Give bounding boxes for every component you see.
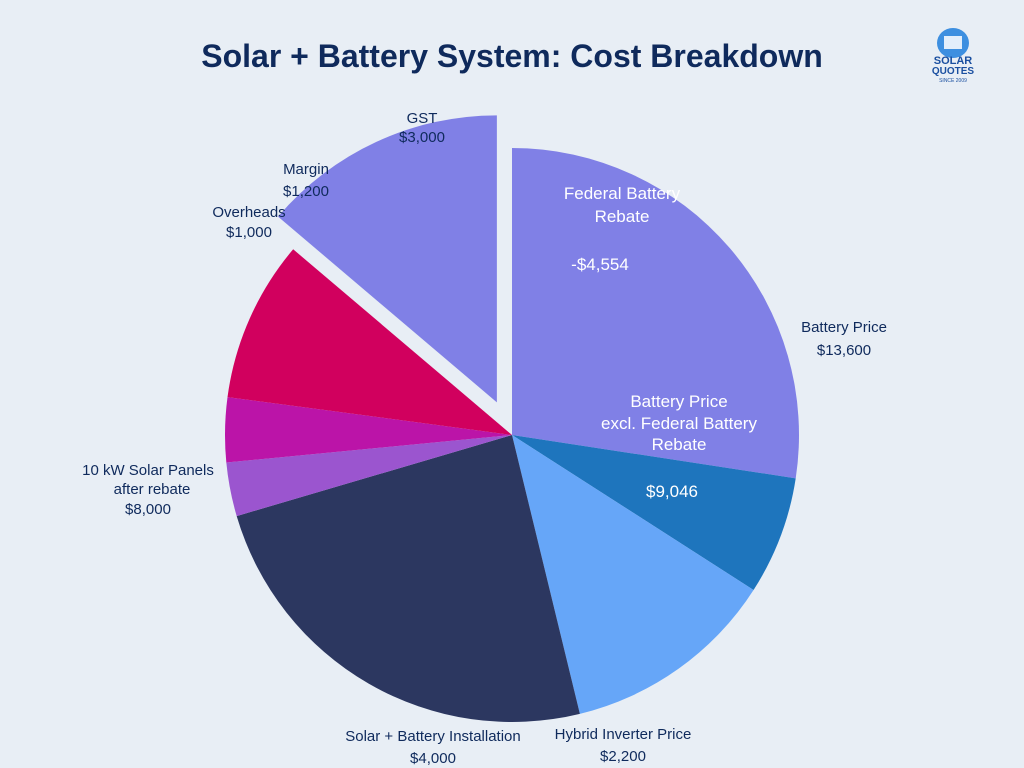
inner-label-rebate-1: Federal Battery <box>564 184 681 203</box>
logo-text-1: SOLAR <box>934 55 973 67</box>
value-solar-panels: $8,000 <box>125 501 171 518</box>
pie-slice-10-kw-solar-panels-after-rebate <box>236 435 580 722</box>
pie-slice-gst <box>227 249 512 435</box>
value-installation: $4,000 <box>410 750 456 767</box>
logo-text-3: SINCE 2009 <box>939 78 967 84</box>
pie-slice-battery-price-excl-federal-battery-rebate <box>512 148 800 479</box>
inner-label-rebate-2: Rebate <box>595 207 650 226</box>
label-battery-price: Battery Price <box>801 319 887 336</box>
value-gst: $3,000 <box>399 129 445 146</box>
pie-slice-solar-battery-installation <box>512 435 754 714</box>
label-solar-panels-1: 10 kW Solar Panels <box>82 462 214 479</box>
label-inverter: Hybrid Inverter Price <box>555 726 692 743</box>
inner-label-battery-1: Battery Price <box>630 392 727 411</box>
logo-house-shape <box>944 36 962 49</box>
pie-slice-hybrid-inverter-price <box>512 435 796 590</box>
chart-title: Solar + Battery System: Cost Breakdown <box>201 38 823 74</box>
value-inverter: $2,200 <box>600 748 646 765</box>
label-installation: Solar + Battery Installation <box>345 728 521 745</box>
label-margin: Margin <box>283 161 329 178</box>
solarquotes-logo: SOLAR QUOTES SINCE 2009 <box>932 28 975 84</box>
inner-value-battery: $9,046 <box>646 482 698 501</box>
pie-slice-overheads <box>226 435 512 517</box>
label-overheads: Overheads <box>212 204 285 221</box>
logo-text-2: QUOTES <box>932 66 975 77</box>
inner-label-battery-2: excl. Federal Battery <box>601 414 757 433</box>
inner-value-rebate: -$4,554 <box>571 255 629 274</box>
label-gst: GST <box>407 110 438 127</box>
pie-slice-margin <box>225 397 512 463</box>
value-battery-price: $13,600 <box>817 342 871 359</box>
pie-slice-federal-battery-rebate <box>278 115 497 403</box>
value-margin: $1,200 <box>283 183 329 200</box>
inner-label-battery-3: Rebate <box>652 435 707 454</box>
label-solar-panels-2: after rebate <box>114 481 191 498</box>
value-overheads: $1,000 <box>226 224 272 241</box>
